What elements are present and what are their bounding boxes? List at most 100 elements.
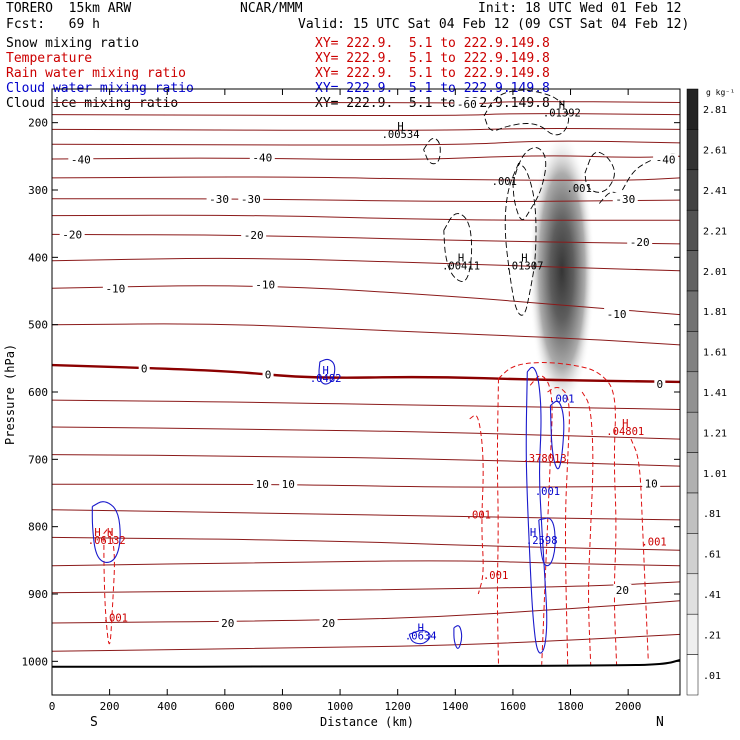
colorbar-cell <box>686 169 699 211</box>
temperature-label: -40 <box>656 154 676 167</box>
y-tick-label: 1000 <box>22 655 49 668</box>
max-annotation: H <box>418 623 424 635</box>
y-tick-label: 200 <box>28 117 48 130</box>
temperature-label: 20 <box>616 584 629 597</box>
center-title: NCAR/MMM <box>240 1 303 16</box>
colorbar-label: 2.41 <box>703 186 727 197</box>
field-cloud-ice-xy: XY= 222.9. 5.1 to 222.9.149.8 <box>315 96 550 111</box>
temperature-contour <box>52 581 680 594</box>
max-annotation: .2598 <box>526 535 558 547</box>
max-annotation: H <box>323 365 329 377</box>
snow-contour <box>483 89 570 136</box>
temperature-contour <box>52 113 680 116</box>
temperature-contour <box>52 600 680 624</box>
rain-contour <box>630 438 649 662</box>
temperature-label-bg <box>604 307 630 320</box>
colorbar-label: 1.01 <box>703 469 727 480</box>
y-tick-label: 800 <box>28 521 48 534</box>
field-snow-xy: XY= 222.9. 5.1 to 222.9.149.8 <box>315 36 550 51</box>
colorbar-cell <box>686 573 699 615</box>
colorbar-label: 1.41 <box>703 388 727 399</box>
colorbar-label: .21 <box>703 630 721 641</box>
colorbar-cell <box>686 654 699 696</box>
north-label: N <box>656 715 664 730</box>
max-annotation: .01392 <box>543 108 581 120</box>
temperature-label: -20 <box>244 229 264 242</box>
colorbar-cell <box>686 613 699 655</box>
temperature-contour <box>52 214 680 221</box>
max-annotation: H <box>622 418 628 430</box>
temperature-label: -10 <box>105 282 125 295</box>
colorbar-cell <box>686 452 699 494</box>
colorbar-cell <box>686 371 699 413</box>
max-annotation: H <box>458 252 464 264</box>
x-tick-label: 1400 <box>442 700 469 713</box>
ground-surface-line <box>52 659 680 668</box>
field-temperature-xy: XY= 222.9. 5.1 to 222.9.149.8 <box>315 51 550 66</box>
x-axis-label: Distance (km) <box>320 715 414 729</box>
max-annotation: .01307 <box>505 260 543 272</box>
max-annotation: .001 <box>466 510 491 522</box>
snow-contour <box>598 191 623 204</box>
snow-contour <box>443 213 473 282</box>
x-tick-label: 1200 <box>384 700 411 713</box>
temperature-contour <box>52 483 680 488</box>
temperature-label: 0 <box>657 378 664 391</box>
colorbar-units: g kg⁻¹ <box>706 88 735 97</box>
colorbar-label: 1.81 <box>703 307 727 318</box>
cloud-water-contour <box>91 501 121 563</box>
temperature-label-bg <box>253 478 272 491</box>
temperature-label: -10 <box>255 278 275 291</box>
temperature-label: 10 <box>645 478 658 491</box>
field-snow: Snow mixing ratio <box>6 36 140 51</box>
temperature-label-bg <box>653 153 679 166</box>
max-annotation: .001 <box>103 613 128 625</box>
temperature-contour <box>52 633 680 652</box>
temperature-label-bg <box>102 282 128 295</box>
colorbar-cell <box>686 250 699 292</box>
temperature-label: 10 <box>256 478 269 491</box>
temperature-contour <box>52 128 680 131</box>
colorbar-label: 2.21 <box>703 226 727 237</box>
colorbar-label: 2.61 <box>703 146 727 157</box>
axes: 0 200 400 600 800 1000 1200 1400 1600 1800 2000200… <box>22 89 680 713</box>
max-annotation: .04801 <box>606 426 644 438</box>
temperature-contour <box>52 155 680 160</box>
temperature-label: 10 <box>282 478 295 491</box>
temperature-contour <box>52 454 680 467</box>
max-annotation: H <box>397 121 403 133</box>
max-annotation: .06132 <box>88 535 126 547</box>
y-tick-label: 300 <box>28 184 48 197</box>
temperature-label: -30 <box>209 193 229 206</box>
max-annotation: H <box>521 252 527 264</box>
max-annotation: .001 <box>641 536 666 548</box>
colorbar-cell <box>686 411 699 453</box>
colorbar-cell <box>686 492 699 534</box>
temperature-label: 0 <box>141 362 148 375</box>
x-tick-label: 600 <box>215 700 235 713</box>
max-annotation: .0482 <box>310 373 342 385</box>
field-rain: Rain water mixing ratio <box>6 66 187 81</box>
temperature-label-bg <box>454 97 480 110</box>
y-tick-label: 600 <box>28 386 48 399</box>
colorbar-label: 1.61 <box>703 348 727 359</box>
max-annotation: .001 <box>492 176 517 188</box>
colorbar-label: .01 <box>703 671 721 682</box>
valid-time: Valid: 15 UTC Sat 04 Feb 12 (09 CST Sat … <box>298 17 690 32</box>
model-title: TORERO 15km ARW <box>6 1 132 16</box>
snow-contour <box>622 153 680 191</box>
x-tick-label: 1800 <box>557 700 584 713</box>
max-annotation: .001 <box>567 183 592 195</box>
temperature-label-bg <box>206 192 232 205</box>
field-temperature: Temperature <box>6 51 93 66</box>
x-tick-label: 2000 <box>615 700 642 713</box>
temperature-contour <box>52 101 680 104</box>
x-tick-label: 0 <box>49 700 56 713</box>
temperature-label: -30 <box>615 193 635 206</box>
colorbar-label: 2.01 <box>703 267 727 278</box>
temperature-label-bg <box>252 278 278 291</box>
rain-contour <box>469 414 484 595</box>
rain-contour <box>496 378 499 665</box>
temperature-contour <box>52 399 680 410</box>
